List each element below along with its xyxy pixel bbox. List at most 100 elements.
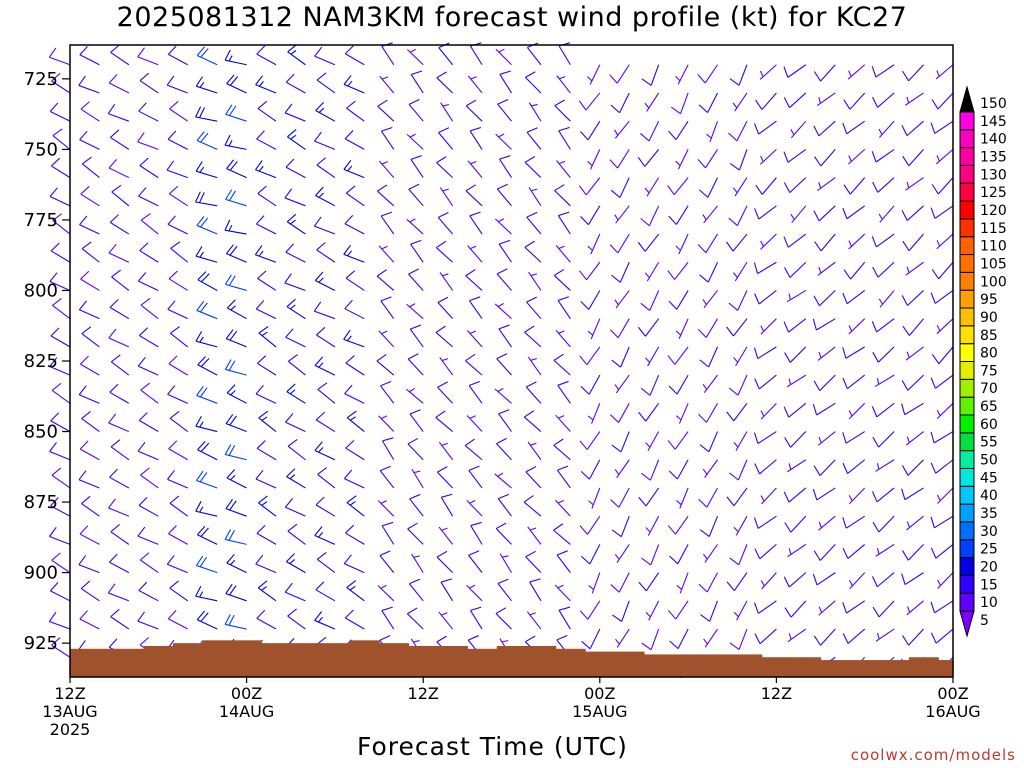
wind-barb (78, 470, 100, 489)
wind-barb (527, 526, 542, 545)
barb-flag (345, 524, 355, 534)
barb-flag (553, 438, 564, 446)
barb-flag (380, 211, 393, 217)
barb-flag (316, 551, 327, 560)
barb-flag (195, 246, 203, 257)
barb-staff (378, 245, 395, 263)
wind-barb (378, 245, 395, 263)
wind-barb (316, 551, 336, 574)
wind-barb (107, 104, 130, 122)
barb-flag (580, 216, 589, 226)
barb-flag (377, 99, 388, 107)
barb-flag (499, 70, 511, 75)
wind-barb (525, 466, 542, 489)
wind-barb (437, 381, 454, 404)
wind-barb (759, 148, 777, 165)
barb-staff (587, 515, 601, 535)
credit-link[interactable]: coolwx.com/models (850, 746, 1016, 764)
wind-barb (931, 92, 954, 110)
wind-barb (525, 550, 542, 573)
barb-staff (470, 525, 483, 545)
barb-half-flag (733, 611, 739, 618)
barb-flag (137, 132, 145, 143)
barb-half-flag (346, 335, 352, 342)
barb-staff (787, 233, 807, 248)
wind-barb (409, 493, 424, 517)
barb-staff (381, 45, 395, 66)
wind-barb (667, 431, 689, 450)
barb-flag (436, 635, 447, 643)
wind-barb (49, 357, 71, 376)
barb-half-flag (587, 415, 594, 421)
wind-barb (842, 374, 866, 390)
barb-staff (934, 205, 954, 219)
barb-half-flag (381, 161, 389, 165)
barb-staff (440, 497, 454, 517)
wind-barb (783, 487, 807, 503)
barb-staff (816, 318, 836, 331)
wind-barb (729, 544, 748, 566)
wind-barb (524, 240, 542, 263)
barb-staff (676, 290, 689, 310)
barb-staff (345, 447, 365, 461)
barb-staff (619, 262, 630, 283)
barb-half-flag (788, 633, 792, 640)
barb-staff (110, 616, 130, 630)
barb-staff (878, 431, 895, 448)
barb-staff (523, 416, 542, 432)
wind-barb (195, 161, 218, 179)
barb-flag (729, 472, 739, 481)
barb-staff (139, 335, 159, 348)
colorbar-swatch (959, 236, 975, 256)
wind-barb (195, 331, 218, 348)
wind-barb (467, 245, 483, 263)
barb-staff (226, 562, 247, 574)
barb-flag (138, 581, 148, 591)
barb-flag (557, 296, 570, 301)
barb-flag (497, 183, 508, 190)
barb-staff (789, 177, 807, 194)
wind-barb (315, 581, 336, 602)
barb-staff (498, 413, 512, 432)
wind-barb (258, 495, 277, 517)
wind-barb (670, 92, 689, 115)
wind-barb (697, 233, 718, 254)
wind-barb (494, 472, 512, 489)
barb-staff (907, 290, 924, 306)
barb-staff (167, 223, 188, 235)
barb-half-flag (228, 140, 233, 147)
wind-barb (872, 431, 895, 448)
wind-barb (344, 45, 365, 66)
barb-flag (285, 243, 294, 253)
barb-staff (586, 261, 601, 281)
barb-staff (907, 374, 924, 391)
barb-flag (140, 467, 150, 476)
wind-barb (555, 414, 571, 432)
barb-half-flag (290, 219, 296, 225)
barb-flag (229, 415, 237, 426)
barb-flag (754, 548, 761, 560)
barb-flag (229, 245, 238, 256)
barb-staff (875, 459, 895, 472)
barb-flag (50, 497, 59, 507)
colorbar-tick-label: 125 (980, 185, 1007, 201)
wind-barb (669, 628, 689, 650)
barb-flag (52, 128, 63, 136)
barb-staff (645, 402, 660, 422)
barb-staff (733, 572, 748, 591)
barb-staff (737, 374, 748, 396)
barb-half-flag (199, 81, 205, 88)
colorbar-swatch (959, 254, 975, 273)
barb-flag (317, 382, 328, 390)
barb-half-flag (936, 70, 940, 77)
terrain-block (614, 651, 645, 677)
x-tick-label: 2025 (50, 720, 91, 739)
barb-flag (641, 78, 652, 86)
barb-half-flag (788, 548, 792, 555)
wind-barb (528, 271, 542, 291)
wind-barb (905, 431, 924, 446)
wind-barb (81, 241, 100, 263)
barb-staff (225, 368, 247, 376)
barb-flag (137, 526, 146, 537)
barb-flag (108, 413, 117, 424)
